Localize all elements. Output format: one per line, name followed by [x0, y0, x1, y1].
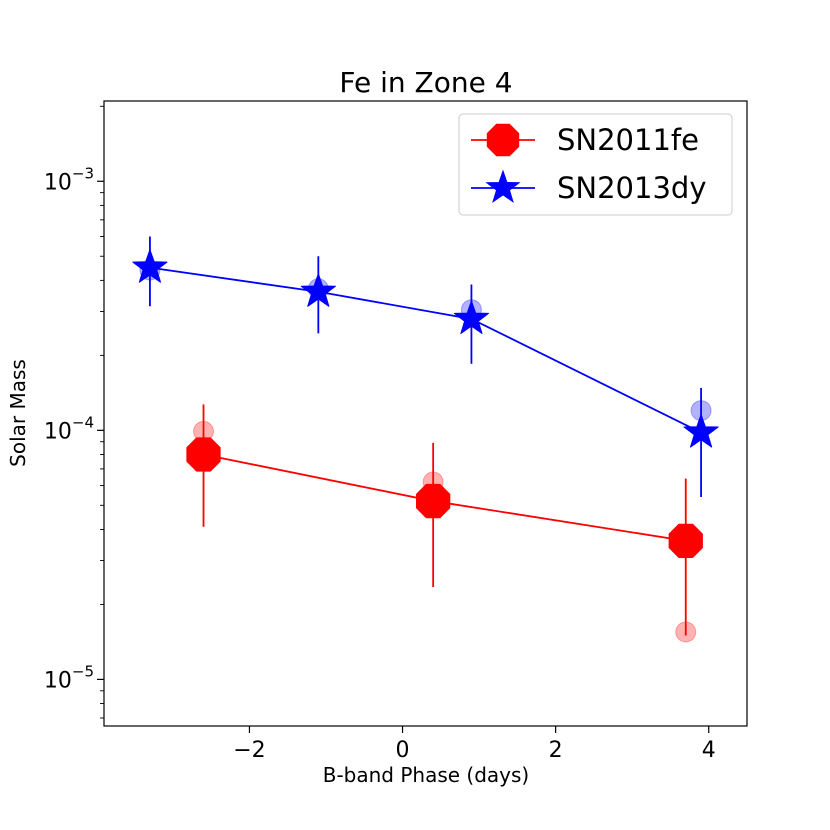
plot-frame [103, 100, 748, 727]
data-point [416, 483, 451, 519]
legend-marker [486, 123, 520, 157]
x-tick-label: 0 [396, 738, 410, 763]
data-point [300, 273, 336, 307]
x-axis-label: B-band Phase (days) [323, 763, 530, 787]
legend-label: SN2011fe [557, 123, 699, 157]
legend-label: SN2013dy [557, 171, 706, 205]
legend-marker [485, 169, 521, 203]
markers-layer [132, 249, 719, 558]
y-tick-label: 10−4 [44, 413, 94, 444]
faded-points-layer [139, 259, 712, 643]
x-tick-label: −2 [233, 738, 265, 763]
data-point [683, 414, 719, 448]
x-tick-label: 4 [702, 738, 716, 763]
axes-layer: −2 0 2 4 10−5 10−4 10−3 [44, 100, 748, 763]
data-point [668, 523, 703, 558]
y-axis-label: Solar Mass [6, 359, 30, 467]
data-point [186, 437, 221, 472]
y-tick-label: 10−3 [44, 164, 94, 195]
error-bars-layer [149, 236, 702, 636]
data-point [453, 300, 490, 335]
data-point [132, 249, 168, 283]
x-tick-label: 2 [549, 738, 563, 763]
y-tick-label: 10−5 [44, 662, 94, 693]
legend: SN2011fe SN2013dy [458, 113, 733, 216]
chart-title: Fe in Zone 4 [339, 66, 512, 99]
series-line [149, 266, 702, 434]
